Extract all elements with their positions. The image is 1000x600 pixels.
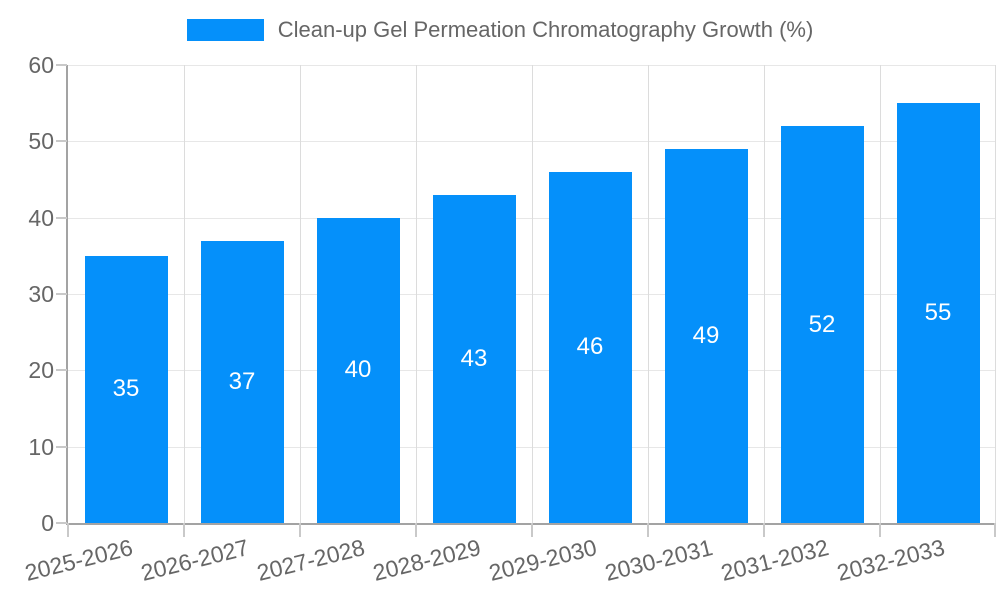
y-tick <box>56 369 67 372</box>
y-tick-label: 0 <box>41 510 54 536</box>
bar[interactable]: 55 <box>896 103 980 523</box>
legend-item[interactable]: Clean-up Gel Permeation Chromatography G… <box>186 16 814 44</box>
bar[interactable]: 40 <box>316 217 400 523</box>
bar-value-label: 46 <box>576 333 604 361</box>
x-tick-label: 2027-2028 <box>254 534 368 586</box>
bar[interactable]: 43 <box>432 194 516 523</box>
x-tick-label: 2029-2030 <box>486 534 600 586</box>
x-tick <box>879 523 881 537</box>
x-tick <box>183 523 185 537</box>
x-tick-label: 2026-2027 <box>138 534 252 586</box>
x-tick-label: 2032-2033 <box>834 534 948 586</box>
bar-value-label: 40 <box>344 356 372 384</box>
x-tick-label: 2025-2026 <box>22 534 136 586</box>
y-tick-label: 20 <box>28 357 54 384</box>
bar-value-label: 52 <box>808 310 836 338</box>
y-tick <box>56 522 67 524</box>
bar[interactable]: 35 <box>84 255 168 523</box>
x-tick <box>531 523 533 537</box>
bar-value-label: 55 <box>924 299 952 327</box>
y-tick <box>56 140 67 143</box>
y-tick <box>56 445 67 448</box>
x-gridline <box>648 65 649 523</box>
plot-area: 35 37 40 43 46 49 52 55 <box>56 64 996 537</box>
x-gridline <box>995 65 996 523</box>
y-tick <box>56 216 67 219</box>
x-gridline <box>184 65 185 523</box>
x-gridline <box>300 65 301 523</box>
bar[interactable]: 52 <box>780 126 864 523</box>
y-tick-label: 60 <box>28 52 54 78</box>
x-tick <box>994 523 996 537</box>
y-tick <box>56 293 67 295</box>
bar-value-label: 49 <box>692 321 720 349</box>
y-tick-label: 50 <box>28 128 54 155</box>
legend-swatch-icon <box>186 19 264 41</box>
x-gridline <box>880 65 881 523</box>
x-gridline <box>416 65 417 523</box>
x-gridline <box>532 65 533 523</box>
x-tick <box>763 523 765 537</box>
y-tick-label: 40 <box>28 204 54 231</box>
x-tick <box>67 523 69 537</box>
y-tick <box>56 64 67 66</box>
bar[interactable]: 49 <box>664 148 748 523</box>
y-axis-line <box>66 65 68 523</box>
bar[interactable]: 37 <box>200 240 284 523</box>
y-tick-label: 10 <box>28 433 54 460</box>
legend: Clean-up Gel Permeation Chromatography G… <box>0 16 1000 44</box>
x-tick-label: 2031-2032 <box>718 534 832 586</box>
x-tick <box>299 523 301 537</box>
x-tick-label: 2028-2029 <box>370 534 484 586</box>
y-tick-label: 30 <box>28 281 54 307</box>
bar-value-label: 35 <box>112 375 140 403</box>
bar[interactable]: 46 <box>548 171 632 523</box>
x-tick <box>415 523 417 537</box>
bar-value-label: 37 <box>228 367 256 395</box>
x-gridline <box>764 65 765 523</box>
x-tick <box>647 523 649 537</box>
x-tick-label: 2030-2031 <box>602 534 716 586</box>
bar-value-label: 43 <box>460 344 488 372</box>
legend-label: Clean-up Gel Permeation Chromatography G… <box>277 17 814 42</box>
